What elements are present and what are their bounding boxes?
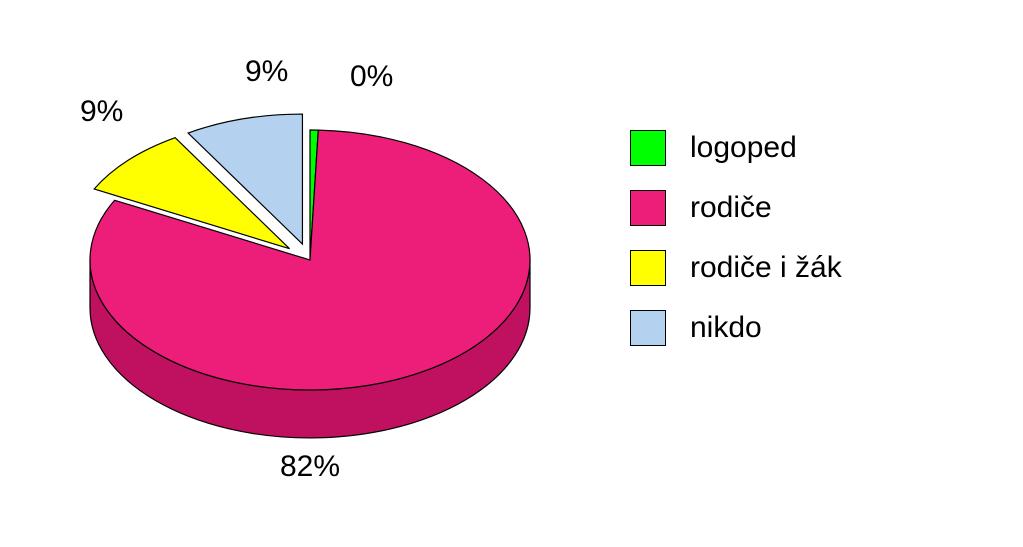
pct-label-rodice_i_zak: 9% [80, 95, 123, 129]
pie-chart [0, 0, 1023, 547]
legend-label: rodiče i žák [690, 251, 842, 285]
legend-item-2: rodiče i žák [630, 250, 842, 286]
legend-swatch [630, 310, 666, 346]
legend-item-0: logoped [630, 130, 842, 166]
legend-label: rodiče [690, 191, 772, 225]
legend: logoped rodiče rodiče i žák nikdo [630, 130, 842, 370]
legend-item-3: nikdo [630, 310, 842, 346]
legend-item-1: rodiče [630, 190, 842, 226]
chart-stage: 0% 82% 9% 9% logoped rodiče rodiče i žák nikdo [0, 0, 1023, 547]
legend-swatch [630, 250, 666, 286]
legend-label: nikdo [690, 311, 762, 345]
legend-label: logoped [690, 131, 797, 165]
pct-label-logoped: 0% [350, 60, 393, 94]
pct-label-rodice: 82% [280, 450, 340, 484]
legend-swatch [630, 190, 666, 226]
pct-label-nikdo: 9% [245, 55, 288, 89]
legend-swatch [630, 130, 666, 166]
